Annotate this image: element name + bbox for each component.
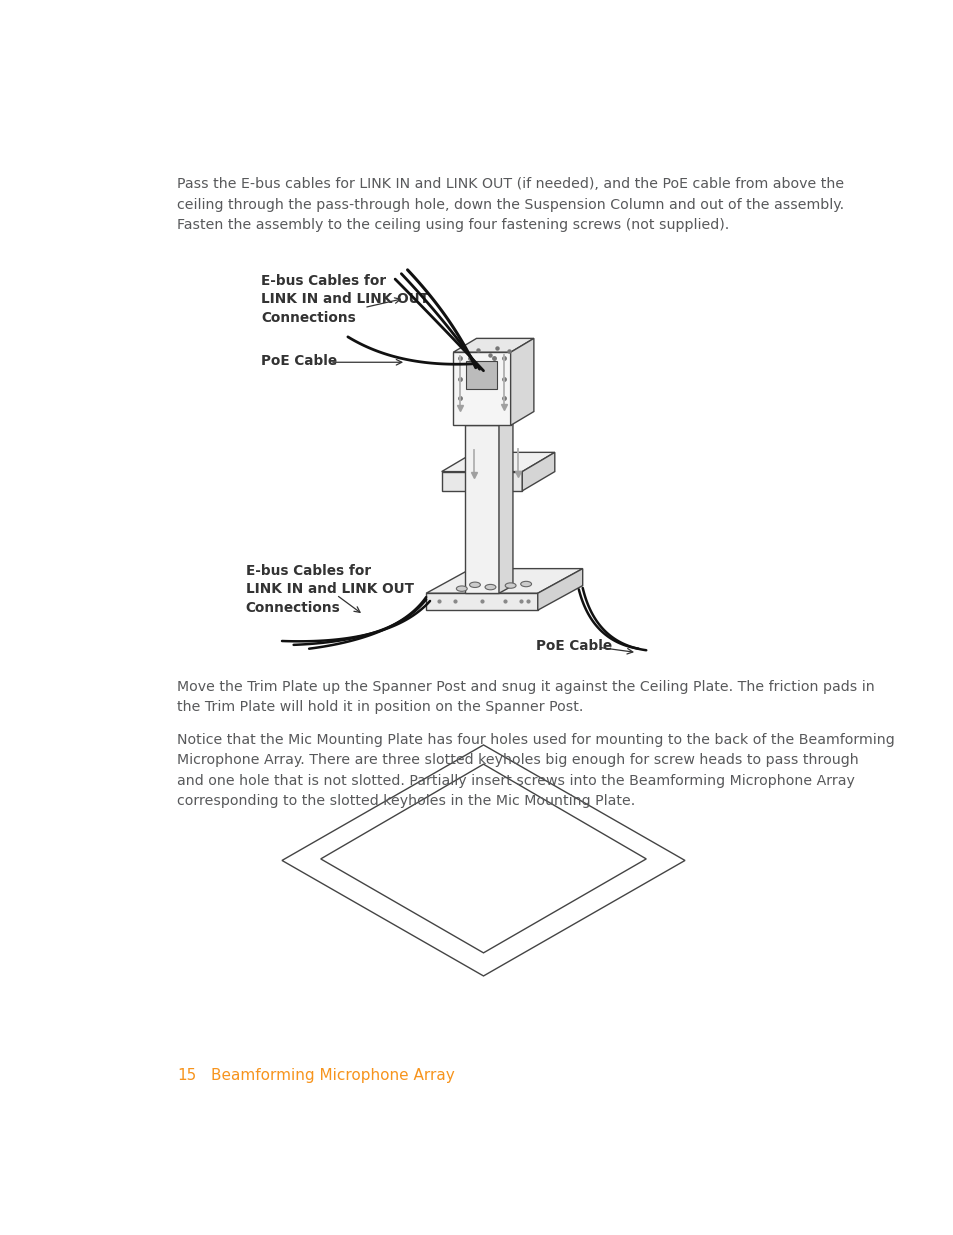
- Text: E-bus Cables for
LINK IN and LINK OUT
Connections: E-bus Cables for LINK IN and LINK OUT Co…: [245, 564, 414, 615]
- Text: Pass the E-bus cables for LINK IN and LINK OUT (if needed), and the PoE cable fr: Pass the E-bus cables for LINK IN and LI…: [177, 178, 843, 231]
- Text: E-bus Cables for
LINK IN and LINK OUT
Connections: E-bus Cables for LINK IN and LINK OUT Co…: [261, 274, 429, 325]
- Polygon shape: [510, 338, 534, 425]
- Polygon shape: [320, 764, 645, 953]
- Text: Move the Trim Plate up the Spanner Post and snug it against the Ceiling Plate. T: Move the Trim Plate up the Spanner Post …: [177, 679, 874, 714]
- Polygon shape: [282, 745, 684, 976]
- Text: PoE Cable: PoE Cable: [261, 353, 336, 368]
- Text: PoE Cable: PoE Cable: [536, 640, 612, 653]
- Polygon shape: [464, 425, 498, 593]
- Polygon shape: [441, 452, 555, 472]
- Ellipse shape: [484, 584, 496, 590]
- Polygon shape: [466, 362, 497, 389]
- Polygon shape: [537, 568, 582, 610]
- Polygon shape: [441, 472, 521, 490]
- Polygon shape: [453, 352, 510, 425]
- Text: Notice that the Mic Mounting Plate has four holes used for mounting to the back : Notice that the Mic Mounting Plate has f…: [177, 734, 894, 808]
- Ellipse shape: [520, 582, 531, 587]
- Polygon shape: [521, 452, 555, 490]
- Text: Beamforming Microphone Array: Beamforming Microphone Array: [211, 1068, 454, 1083]
- Ellipse shape: [456, 585, 467, 592]
- Polygon shape: [426, 593, 537, 610]
- Polygon shape: [498, 417, 513, 593]
- Ellipse shape: [469, 582, 480, 588]
- Polygon shape: [453, 338, 534, 352]
- Text: 15: 15: [177, 1068, 196, 1083]
- Polygon shape: [426, 568, 582, 593]
- Ellipse shape: [505, 583, 516, 588]
